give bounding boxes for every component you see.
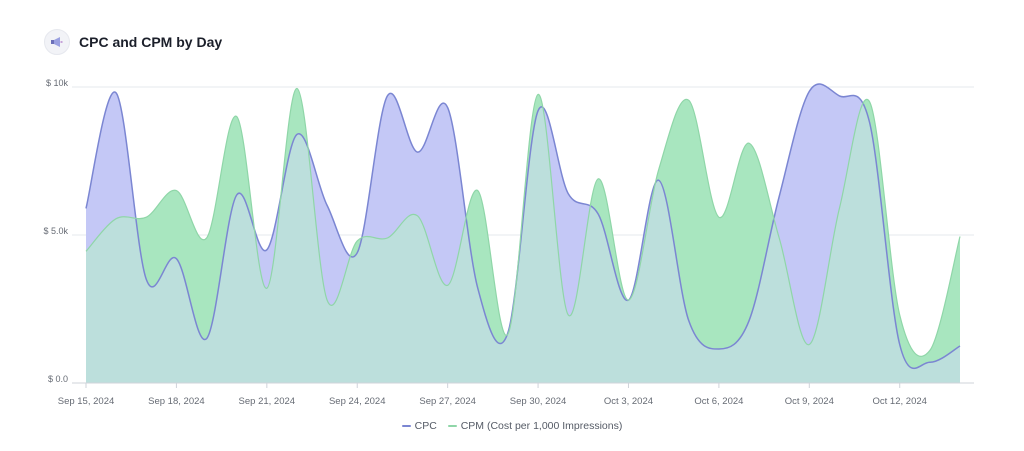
legend-item-cpm[interactable]: CPM (Cost per 1,000 Impressions) <box>447 420 623 432</box>
chart-legend: CPC CPM (Cost per 1,000 Impressions) <box>0 418 1024 432</box>
x-axis-ticks <box>85 383 901 388</box>
x-tick-label: Sep 21, 2024 <box>239 396 296 407</box>
legend-label-cpc: CPC <box>414 420 437 432</box>
x-tick-label: Sep 27, 2024 <box>419 396 476 407</box>
x-tick-label: Oct 12, 2024 <box>873 396 927 407</box>
cpm-swatch <box>447 425 457 427</box>
overlap-area <box>86 88 960 383</box>
y-tick-label: $ 0.0 <box>48 374 68 384</box>
y-tick-label: $ 5.0k <box>43 226 68 236</box>
x-tick-label: Oct 6, 2024 <box>694 396 743 407</box>
x-tick-label: Sep 18, 2024 <box>148 396 205 407</box>
cpc-swatch <box>401 425 411 427</box>
x-tick-label: Oct 9, 2024 <box>785 396 834 407</box>
x-tick-label: Sep 24, 2024 <box>329 396 386 407</box>
legend-label-cpm: CPM (Cost per 1,000 Impressions) <box>460 420 623 432</box>
y-axis-labels: $ 0.0 $ 5.0k $ 10k <box>43 78 68 384</box>
x-tick-label: Sep 30, 2024 <box>510 396 567 407</box>
x-axis-labels: Sep 15, 2024 Sep 18, 2024 Sep 21, 2024 Sep … <box>58 396 927 407</box>
megaphone-icon <box>44 29 70 55</box>
legend-item-cpc[interactable]: CPC <box>401 420 437 432</box>
x-tick-label: Oct 3, 2024 <box>604 396 653 407</box>
chart-header: CPC and CPM by Day <box>44 29 222 55</box>
cpm-line <box>85 87 961 357</box>
x-tick-label: Sep 15, 2024 <box>58 396 115 407</box>
chart-title: CPC and CPM by Day <box>79 34 223 50</box>
y-tick-label: $ 10k <box>46 78 69 88</box>
